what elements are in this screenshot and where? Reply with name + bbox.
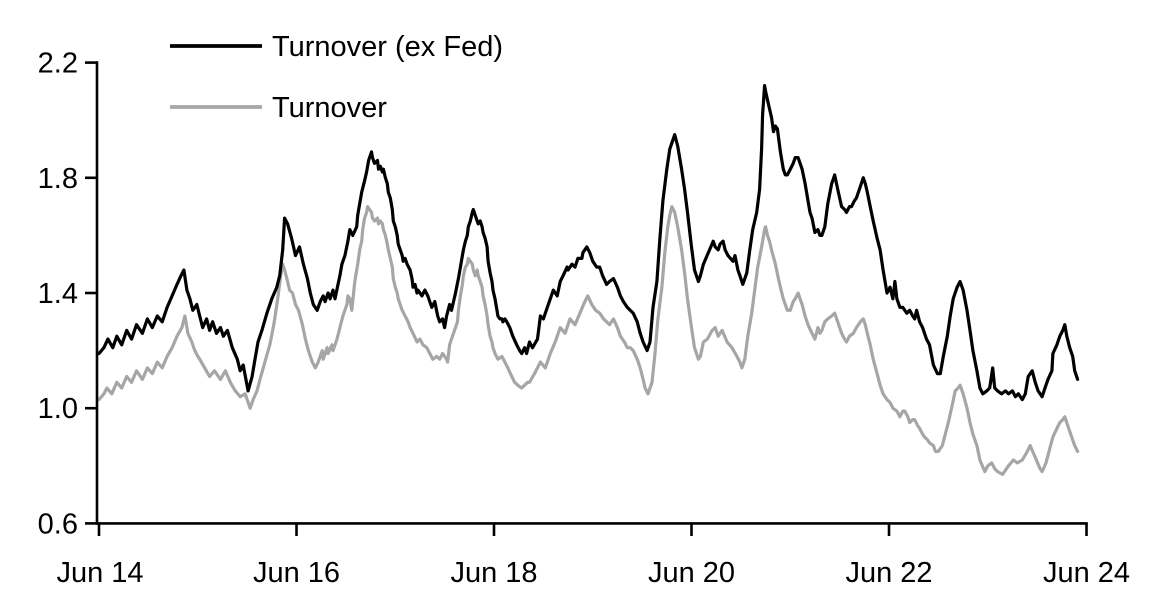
turnover-ex-fed-line xyxy=(97,83,1080,402)
y-tick-label: 0.6 xyxy=(38,508,78,540)
y-tick-label: 2.2 xyxy=(38,48,78,80)
y-tick-label: 1.8 xyxy=(38,163,78,195)
y-axis-labels: 2.2 1.8 1.4 1.0 0.6 xyxy=(38,48,78,541)
x-tick-label: Jun 14 xyxy=(56,557,143,589)
x-tick-label: Jun 24 xyxy=(1043,557,1130,589)
legend: Turnover (ex Fed) Turnover xyxy=(170,31,503,124)
y-tick-label: 1.0 xyxy=(38,393,78,425)
x-axis-labels: Jun 14 Jun 16 Jun 18 Jun 20 Jun 22 Jun 2… xyxy=(56,557,1130,589)
x-tick-label: Jun 18 xyxy=(450,557,537,589)
x-tick-label: Jun 20 xyxy=(648,557,735,589)
legend-label-turnover: Turnover xyxy=(272,92,387,124)
y-tick-label: 1.4 xyxy=(38,278,78,310)
plot-area xyxy=(97,83,1080,476)
legend-label-turnover-ex-fed: Turnover (ex Fed) xyxy=(272,31,503,63)
x-tick-label: Jun 16 xyxy=(253,557,340,589)
turnover-line xyxy=(97,205,1080,476)
axes xyxy=(85,61,1088,536)
x-tick-label: Jun 22 xyxy=(845,557,932,589)
